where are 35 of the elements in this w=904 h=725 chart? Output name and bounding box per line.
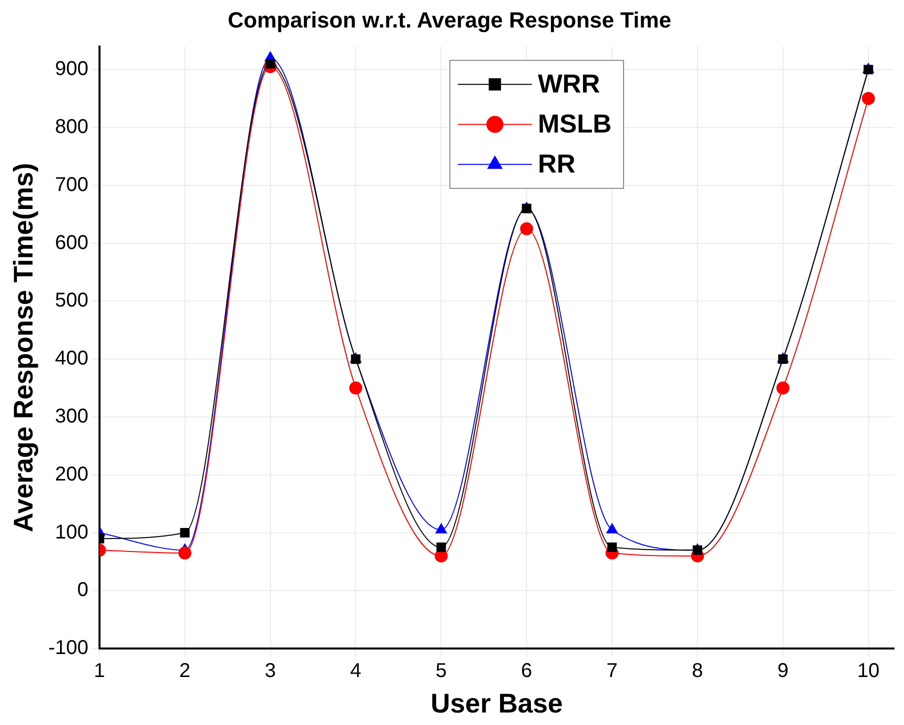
x-tick-label: 1 (94, 660, 105, 682)
x-tick-label: 5 (436, 660, 447, 682)
y-tick-label: 400 (55, 348, 88, 370)
y-tick-label: 900 (55, 58, 88, 80)
x-tick-label: 4 (350, 660, 362, 682)
x-tick-label: 2 (179, 660, 190, 682)
x-tick-label: 9 (777, 660, 788, 682)
point (520, 222, 534, 236)
chart-title: Comparison w.r.t. Average Response Time (228, 7, 672, 32)
point (436, 542, 446, 552)
x-axis-title: User Base (430, 688, 563, 718)
legend-label: WRR (538, 68, 600, 99)
point (178, 546, 192, 560)
point (776, 382, 790, 395)
y-tick-label: 500 (55, 290, 88, 312)
point (862, 92, 875, 106)
y-axis-title: Average Response Time(ms) (8, 162, 39, 532)
x-tick-label: 10 (857, 660, 880, 682)
legend-label: RR (538, 148, 576, 179)
y-tick-label: 300 (55, 406, 88, 428)
x-tick-label: 8 (692, 660, 704, 682)
y-tick-label: 700 (55, 174, 88, 196)
y-tick-label: 200 (55, 463, 88, 486)
legend-label: MSLB (538, 108, 612, 139)
point (607, 542, 617, 552)
x-tick-label: 6 (521, 660, 532, 682)
point (349, 382, 362, 395)
x-tick-label: 3 (264, 660, 276, 682)
x-tick-label: 7 (606, 660, 618, 682)
y-tick-label: 0 (77, 579, 88, 602)
y-tick-label: 100 (55, 521, 88, 544)
y-tick-label: -100 (48, 637, 88, 660)
y-tick-label: 800 (55, 116, 88, 138)
point (180, 528, 190, 538)
y-tick-label: 600 (55, 232, 88, 254)
